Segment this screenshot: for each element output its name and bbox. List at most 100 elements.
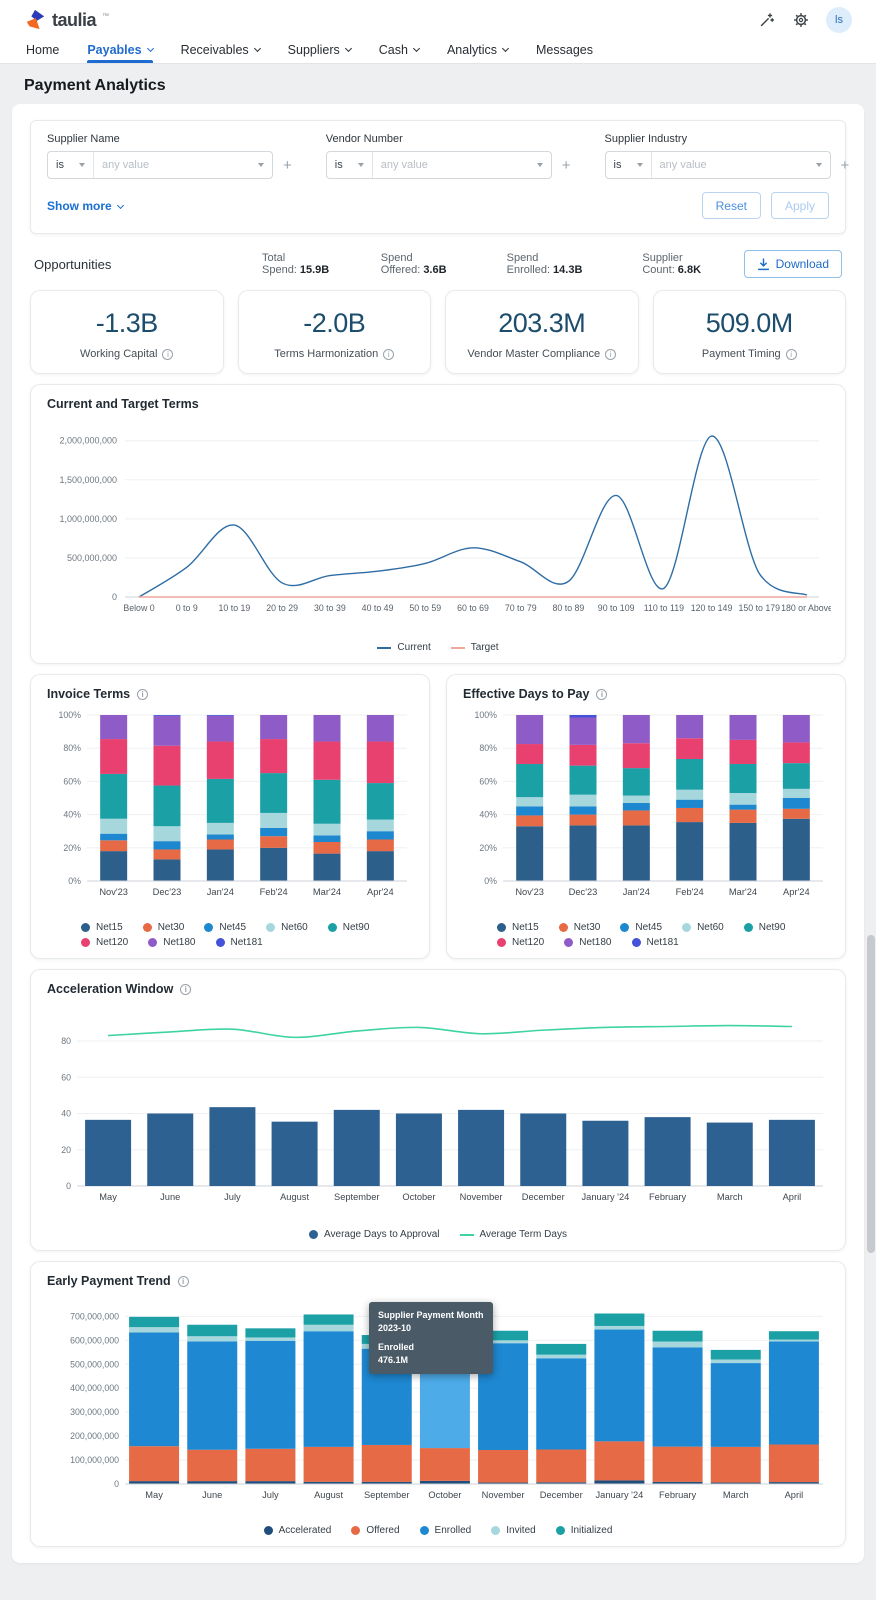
info-icon[interactable] (162, 348, 174, 360)
legend-item[interactable]: Net45 (620, 922, 662, 933)
early-payment-trend-chart-canvas[interactable]: 0 100,000,000 200,000,000 300,000,000 400,00… (47, 1292, 831, 1514)
legend-item[interactable]: Net90 (327, 922, 369, 933)
nav-item-analytics[interactable]: Analytics (447, 36, 510, 63)
opportunities-title: Opportunities (34, 256, 112, 272)
svg-text:180 or Above: 180 or Above (781, 603, 831, 613)
operator-select[interactable]: is (327, 152, 373, 178)
acceleration-window-card: Acceleration Window 0 20 40 60 80 May June July… (30, 969, 846, 1251)
acceleration-window-chart-canvas[interactable]: 0 20 40 60 80 May June July August September Octob… (47, 1000, 831, 1218)
value-combobox[interactable]: any value (94, 152, 272, 178)
summary-stat: Total Spend: 15.9B (262, 252, 355, 276)
info-icon[interactable] (137, 688, 149, 700)
legend-item[interactable]: Net120 (81, 937, 128, 948)
reset-button[interactable]: Reset (701, 192, 761, 219)
info-icon[interactable] (785, 348, 797, 360)
svg-text:500,000,000: 500,000,000 (67, 553, 117, 563)
nav-item-cash[interactable]: Cash (379, 36, 421, 63)
operator-select[interactable]: is (606, 152, 652, 178)
magic-wand-icon[interactable] (758, 11, 776, 29)
main-panel: Supplier Name is any value + Vendor Number is… (12, 104, 864, 1563)
legend-item[interactable]: Average Term Days (459, 1229, 567, 1240)
summary-stat: Spend Offered: 3.6B (381, 252, 481, 276)
summary-stat: Supplier Count: 6.8K (642, 252, 743, 276)
info-icon[interactable] (180, 983, 192, 995)
legend-item[interactable]: Net60 (682, 922, 724, 933)
vertical-scrollbar[interactable] (867, 935, 875, 1253)
current-target-terms-chart-canvas[interactable]: 0 500,000,000 1,000,000,000 1,500,000,000 2,… (47, 415, 833, 631)
taulia-logomark-icon (26, 9, 45, 30)
legend-item[interactable]: Net180 (564, 937, 612, 948)
operator-value: is (613, 159, 622, 171)
show-more-toggle[interactable]: Show more (47, 199, 124, 213)
legend-dot-swatch (215, 938, 225, 947)
svg-text:90 to 109: 90 to 109 (598, 603, 635, 613)
legend-item[interactable]: Net120 (497, 937, 544, 948)
legend-item[interactable]: Target (450, 642, 499, 653)
legend-item[interactable]: Net30 (558, 922, 600, 933)
chevron-down-icon (412, 44, 421, 52)
add-condition-button[interactable]: + (840, 156, 850, 174)
legend-item[interactable]: Net180 (148, 937, 196, 948)
legend-label: Average Term Days (479, 1229, 567, 1240)
legend-item[interactable]: Offered (351, 1525, 400, 1536)
invoice-terms-chart-canvas[interactable]: 0% 20% 40% 60% 80% 100% Nov'23 Dec'23 Jan'24 Feb'… (47, 705, 413, 911)
add-condition-button[interactable]: + (561, 156, 571, 174)
legend-item[interactable]: Net181 (631, 937, 679, 948)
nav-item-label: Home (26, 42, 60, 57)
nav-item-payables[interactable]: Payables (87, 36, 154, 63)
legend-item[interactable]: Net15 (497, 922, 539, 933)
svg-text:1,000,000,000: 1,000,000,000 (59, 514, 117, 524)
value-placeholder: any value (380, 159, 428, 171)
svg-text:October: October (402, 1192, 435, 1202)
info-icon[interactable] (596, 688, 608, 700)
legend-item[interactable]: Accelerated (263, 1525, 332, 1536)
download-button[interactable]: Download (743, 250, 842, 278)
legend-dot-swatch (309, 1230, 319, 1239)
user-avatar[interactable]: ls (826, 7, 852, 33)
stat-label: Total Spend: (262, 252, 297, 276)
svg-text:0: 0 (114, 1479, 119, 1489)
nav-item-messages[interactable]: Messages (536, 36, 593, 63)
legend-item[interactable]: Net90 (743, 922, 785, 933)
stat-label: Supplier Count: (642, 252, 683, 276)
nav-item-receivables[interactable]: Receivables (181, 36, 261, 63)
apply-button[interactable]: Apply (770, 192, 829, 219)
nav-item-home[interactable]: Home (26, 36, 59, 63)
svg-text:80%: 80% (63, 743, 81, 753)
stat-value: 3.6B (423, 264, 447, 276)
legend-item[interactable]: Enrolled (419, 1525, 471, 1536)
value-combobox[interactable]: any value (652, 152, 830, 178)
add-condition-button[interactable]: + (283, 156, 292, 174)
legend-item[interactable]: Net45 (204, 922, 246, 933)
legend-label: Accelerated (278, 1525, 332, 1536)
legend-item[interactable]: Current (377, 642, 431, 653)
legend-item[interactable]: Net30 (142, 922, 184, 933)
info-icon[interactable] (605, 348, 617, 360)
legend-item[interactable]: Average Days to Approval (309, 1229, 440, 1240)
svg-text:Apr'24: Apr'24 (367, 887, 394, 897)
legend-item[interactable]: Initialized (555, 1525, 612, 1536)
svg-text:60%: 60% (479, 776, 497, 786)
info-icon[interactable] (383, 348, 395, 360)
legend-dot-swatch (81, 923, 90, 932)
svg-text:January '24: January '24 (582, 1192, 630, 1202)
legend-dot-swatch (497, 923, 506, 932)
trademark: ™ (102, 12, 110, 20)
operator-select[interactable]: is (48, 152, 94, 178)
effective-days-to-pay-chart-canvas[interactable]: 0% 20% 40% 60% 80% 100% Nov'23 Dec'23 Jan'24 Feb'… (463, 705, 829, 911)
legend-item[interactable]: Net181 (215, 937, 263, 948)
legend-item[interactable]: Net15 (81, 922, 123, 933)
svg-text:August: August (280, 1192, 309, 1202)
legend-item[interactable]: Net60 (266, 922, 308, 933)
settings-gear-icon[interactable] (792, 11, 810, 29)
taulia-logo[interactable]: taulia ™ (24, 9, 109, 31)
legend-dot-swatch (491, 1526, 501, 1535)
value-combobox[interactable]: any value (373, 152, 551, 178)
legend-item[interactable]: Invited (491, 1525, 536, 1536)
svg-text:80: 80 (61, 1036, 71, 1046)
svg-text:November: November (482, 1490, 525, 1500)
svg-text:August: August (314, 1490, 343, 1500)
kpi-label: Working Capital (37, 348, 217, 360)
info-icon[interactable] (177, 1275, 189, 1287)
nav-item-suppliers[interactable]: Suppliers (288, 36, 352, 63)
